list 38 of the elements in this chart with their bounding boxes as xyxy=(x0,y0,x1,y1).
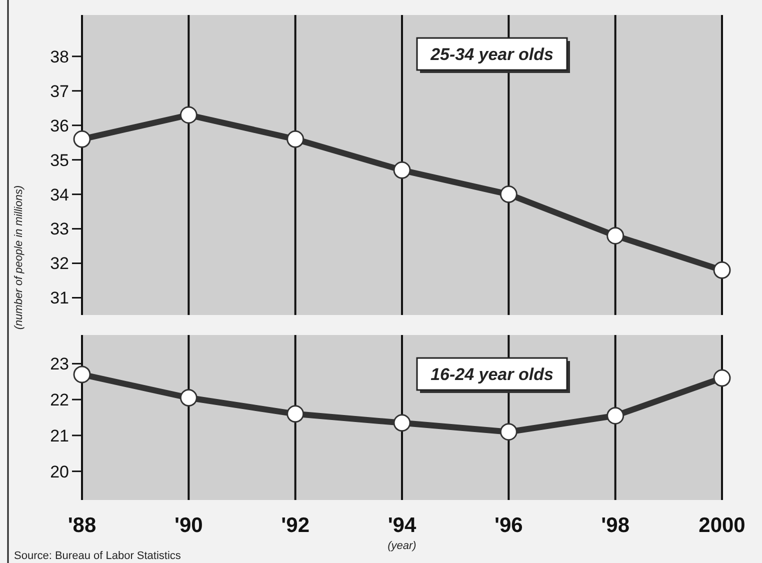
x-tick-label: '92 xyxy=(281,514,310,537)
y-tick-label: 37 xyxy=(50,82,69,101)
x-tick-label: 2000 xyxy=(698,514,746,537)
point xyxy=(713,369,731,387)
y-tick-label: 23 xyxy=(50,354,69,374)
y-tick-label: 32 xyxy=(50,254,69,274)
point xyxy=(73,130,91,148)
y-tick-label: 21 xyxy=(50,426,69,446)
point xyxy=(500,423,518,441)
point xyxy=(606,226,624,244)
point xyxy=(180,389,198,407)
y-axis-title: (number of people in millions) xyxy=(13,185,25,330)
point xyxy=(393,414,411,432)
point xyxy=(180,106,198,124)
y-tick-label: 38 xyxy=(50,47,69,66)
point xyxy=(713,261,731,279)
y-tick-label: 34 xyxy=(50,185,69,204)
point xyxy=(286,130,304,148)
y-tick-label: 33 xyxy=(50,220,69,239)
point xyxy=(73,366,91,384)
x-tick-label: '96 xyxy=(494,514,523,537)
point xyxy=(606,406,624,424)
y-tick-label: 35 xyxy=(50,150,69,170)
x-tick-label: '98 xyxy=(601,514,630,537)
y-tick-label: 31 xyxy=(50,288,69,308)
y-tick-label: 36 xyxy=(50,116,69,136)
source-note: Source: Bureau of Labor Statistics xyxy=(14,550,182,562)
point xyxy=(393,161,411,179)
x-tick-label: '94 xyxy=(388,514,416,537)
text: 25-34 year olds xyxy=(430,44,554,64)
point xyxy=(500,186,518,204)
y-tick-label: 20 xyxy=(50,462,69,482)
y-tick-label: 22 xyxy=(50,390,69,410)
x-tick-label: '88 xyxy=(68,514,96,537)
x-tick-label: '90 xyxy=(174,514,203,537)
text: 16-24 year olds xyxy=(430,364,554,384)
x-axis-title: (year) xyxy=(388,540,417,552)
point xyxy=(286,405,304,423)
